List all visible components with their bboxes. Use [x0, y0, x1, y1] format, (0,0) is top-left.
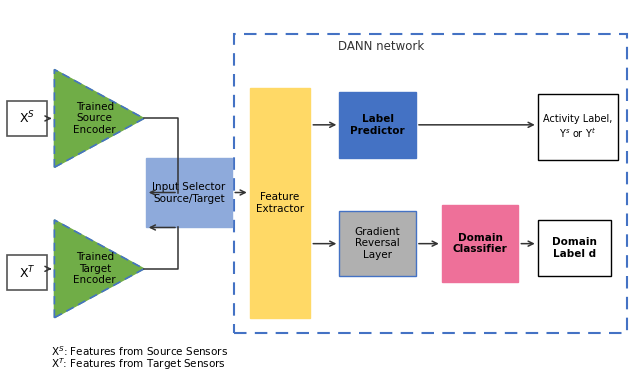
Text: Feature
Extractor: Feature Extractor [256, 192, 304, 214]
Text: Domain
Classifier: Domain Classifier [452, 233, 508, 254]
Bar [339, 92, 416, 158]
Text: Label
Predictor: Label Predictor [350, 114, 405, 136]
Bar [7, 255, 47, 290]
Polygon shape [54, 220, 144, 318]
Text: Domain
Label d: Domain Label d [552, 237, 597, 259]
Bar [146, 158, 232, 227]
Polygon shape [54, 70, 144, 167]
Bar [538, 220, 611, 276]
Bar [250, 88, 310, 318]
Text: Trained
Source
Encoder: Trained Source Encoder [74, 102, 116, 135]
Text: X$^T$: X$^T$ [19, 264, 35, 281]
Text: DANN network: DANN network [338, 41, 424, 53]
Bar [234, 34, 627, 333]
Text: X$^S$: X$^S$ [19, 110, 35, 127]
Bar [442, 205, 518, 282]
Bar [339, 211, 416, 276]
Text: Input Selector
Source/Target: Input Selector Source/Target [152, 182, 226, 203]
Text: Gradient
Reversal
Layer: Gradient Reversal Layer [355, 227, 401, 260]
Text: Trained
Target
Encoder: Trained Target Encoder [74, 252, 116, 285]
Text: Activity Label,
Y$^s$ or Y$^t$: Activity Label, Y$^s$ or Y$^t$ [543, 114, 612, 140]
Bar [7, 100, 47, 136]
Text: X$^T$: Features from Target Sensors: X$^T$: Features from Target Sensors [51, 356, 226, 372]
Bar [538, 94, 618, 160]
Text: X$^S$: Features from Source Sensors: X$^S$: Features from Source Sensors [51, 345, 228, 358]
